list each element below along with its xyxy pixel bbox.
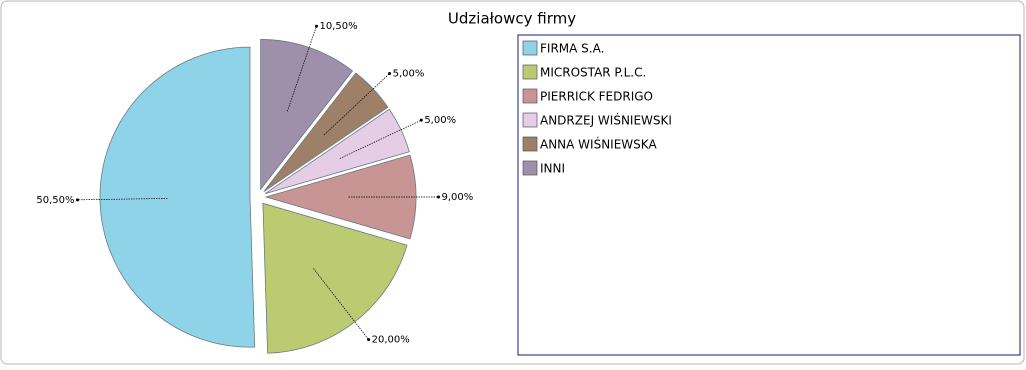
pie-slice xyxy=(263,72,389,192)
pie-slice xyxy=(264,154,417,240)
legend-swatch xyxy=(522,160,538,176)
legend-swatch xyxy=(522,112,538,128)
data-label: 20,00% xyxy=(372,335,410,346)
leader-line xyxy=(313,268,369,340)
legend: FIRMA S.A. MICROSTAR P.L.C. PIERRICK FEDRI… xyxy=(522,40,672,176)
leader-tip xyxy=(388,71,392,75)
leader-tip xyxy=(76,198,80,202)
pie-slice xyxy=(262,202,408,354)
legend-label: FIRMA S.A. xyxy=(540,42,604,56)
legend-label: INNI xyxy=(540,162,565,176)
legend-swatch xyxy=(522,64,538,80)
data-label: 5,00% xyxy=(424,115,456,126)
leader-tip xyxy=(367,338,371,342)
data-label: 9,00% xyxy=(442,192,474,203)
leader-line xyxy=(323,73,390,136)
leader-tip xyxy=(437,195,440,199)
chart-title: Udziałowcy firmy xyxy=(448,10,576,28)
legend-box xyxy=(517,34,1021,356)
leader-tip xyxy=(314,24,318,28)
legend-swatch xyxy=(522,136,538,152)
pie-slice xyxy=(265,108,410,194)
legend-label: ANDRZEJ WIŚNIEWSKI xyxy=(540,113,672,128)
data-label: 50,50% xyxy=(36,195,74,206)
pie-slice xyxy=(99,46,256,348)
leader-line xyxy=(339,119,422,159)
legend-swatch xyxy=(522,40,538,56)
legend-label: PIERRICK FEDRIGO xyxy=(540,90,653,104)
legend-label: MICROSTAR P.L.C. xyxy=(540,66,646,80)
leader-line xyxy=(77,198,168,201)
pie-slice xyxy=(260,39,354,191)
data-label: 10,50% xyxy=(319,21,357,32)
legend-swatch xyxy=(522,88,538,104)
leader-line xyxy=(286,26,317,112)
leader-tip xyxy=(419,118,423,122)
data-label: 5,00% xyxy=(393,68,425,79)
legend-label: ANNA WIŚNIEWSKA xyxy=(540,137,657,152)
pie: 50,50% 20,00% 9,00% 5,00% 5,00% 10,50% xyxy=(36,21,474,354)
